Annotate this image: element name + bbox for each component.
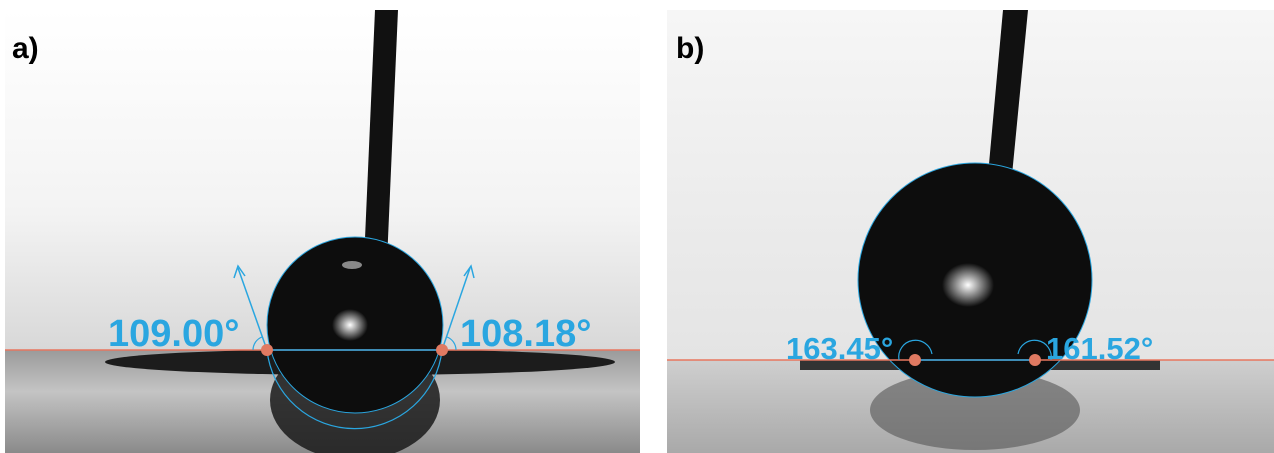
panel-label: b) xyxy=(676,32,704,65)
figure: a) 109.00° 108.18° b) 163.45° 161.52° xyxy=(0,0,1274,453)
left-angle: 163.45° xyxy=(786,331,893,366)
left-angle: 109.00° xyxy=(108,313,239,355)
panel-a-image xyxy=(5,10,640,453)
panel-b-image xyxy=(667,10,1274,453)
right-angle: 161.52° xyxy=(1046,331,1153,366)
right-angle: 108.18° xyxy=(460,313,591,355)
panel-label: a) xyxy=(12,32,39,65)
